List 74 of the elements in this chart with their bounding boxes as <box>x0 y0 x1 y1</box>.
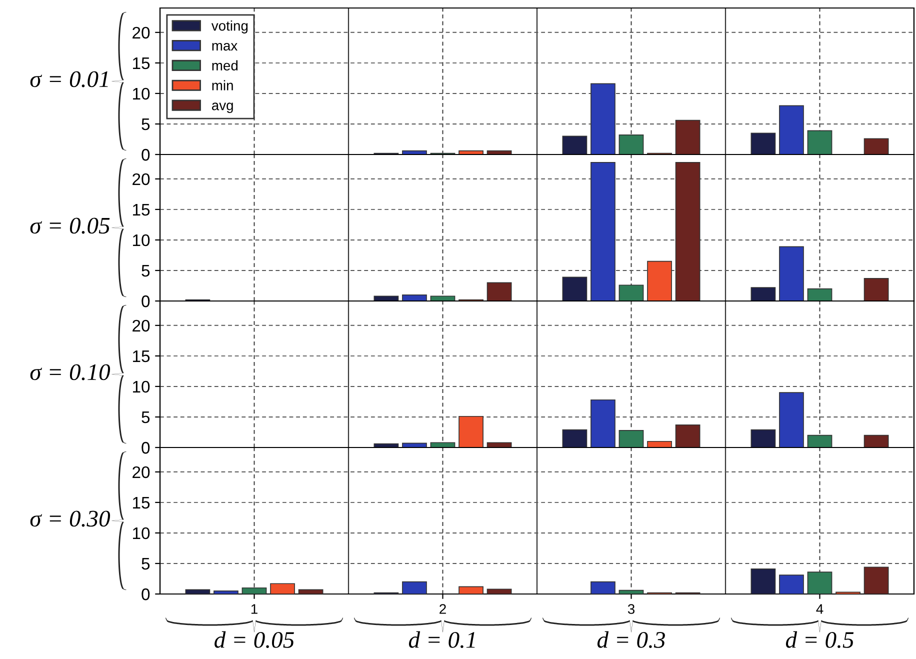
bar <box>864 278 889 301</box>
y-tick-label: 10 <box>133 527 150 540</box>
x-tick-label: 3 <box>628 604 634 614</box>
bar <box>675 162 700 301</box>
y-tick-label: 0 <box>142 588 150 600</box>
bar <box>779 246 804 301</box>
y-tick-label: 0 <box>142 295 150 308</box>
y-tick-label: 5 <box>142 558 150 570</box>
y-tick-label: 20 <box>132 466 150 478</box>
bar <box>750 287 776 301</box>
bar <box>590 581 616 594</box>
x-tick-label: 4 <box>816 604 824 614</box>
y-tick-label: 5 <box>142 412 150 424</box>
x-tick-label: 1 <box>251 604 258 614</box>
bar <box>185 589 210 594</box>
legend-label: med <box>212 60 238 70</box>
text: d = 0.05 <box>214 631 294 648</box>
y-tick-label: 15 <box>133 204 150 216</box>
bar <box>562 136 588 154</box>
bar <box>402 294 427 301</box>
bar <box>864 138 889 154</box>
bar <box>675 424 700 448</box>
bar <box>402 581 427 594</box>
bar <box>458 586 484 594</box>
y-tick-label: 20 <box>132 173 150 186</box>
bar <box>675 120 700 154</box>
bar <box>647 440 672 448</box>
y-axis-title: σ = 0.05 <box>30 218 110 234</box>
bar <box>750 132 776 154</box>
y-tick-label: 15 <box>133 58 150 70</box>
y-tick-label: 15 <box>133 497 150 509</box>
bar <box>618 590 644 594</box>
y-tick-label: 0 <box>142 442 150 454</box>
y-tick-label: 5 <box>142 118 150 130</box>
bar <box>562 276 588 301</box>
y-axis-title: σ = 0.30 <box>30 510 110 527</box>
bar <box>779 105 804 154</box>
bar <box>750 568 776 594</box>
x-tick-label: 2 <box>440 604 446 614</box>
y-axis-title: σ = 0.01 <box>30 71 108 88</box>
bar <box>486 442 512 448</box>
y-tick-label: 10 <box>133 88 150 100</box>
bar <box>214 590 238 594</box>
text: d = 0.1 <box>408 631 475 648</box>
legend-label: voting <box>211 20 248 34</box>
bar <box>458 416 484 448</box>
y-tick-label: 20 <box>132 320 150 332</box>
y-tick-label: 10 <box>133 234 150 246</box>
bar <box>590 83 616 154</box>
bar <box>486 588 512 594</box>
y-tick-label: 5 <box>142 265 150 277</box>
legend-label: max <box>212 42 238 51</box>
y-axis-title: σ = 0.10 <box>30 364 110 380</box>
bar <box>864 566 889 594</box>
bar <box>562 429 588 448</box>
bar <box>590 162 616 301</box>
legend-label: min <box>212 80 233 90</box>
bar <box>647 260 672 301</box>
y-tick-label: 15 <box>133 350 150 362</box>
bar <box>779 574 804 594</box>
bar <box>590 399 616 448</box>
y-tick-label: 20 <box>132 26 150 39</box>
text: d = 0.5 <box>786 631 854 648</box>
bar <box>864 434 889 448</box>
bar <box>486 282 512 301</box>
bar <box>779 392 804 448</box>
bar <box>374 296 399 301</box>
text: d = 0.3 <box>597 631 665 648</box>
legend-label: avg <box>212 102 233 114</box>
y-tick-label: 10 <box>133 380 150 393</box>
bar <box>750 429 776 448</box>
bar <box>270 583 295 594</box>
bar <box>298 589 324 594</box>
y-tick-label: 0 <box>142 148 150 161</box>
